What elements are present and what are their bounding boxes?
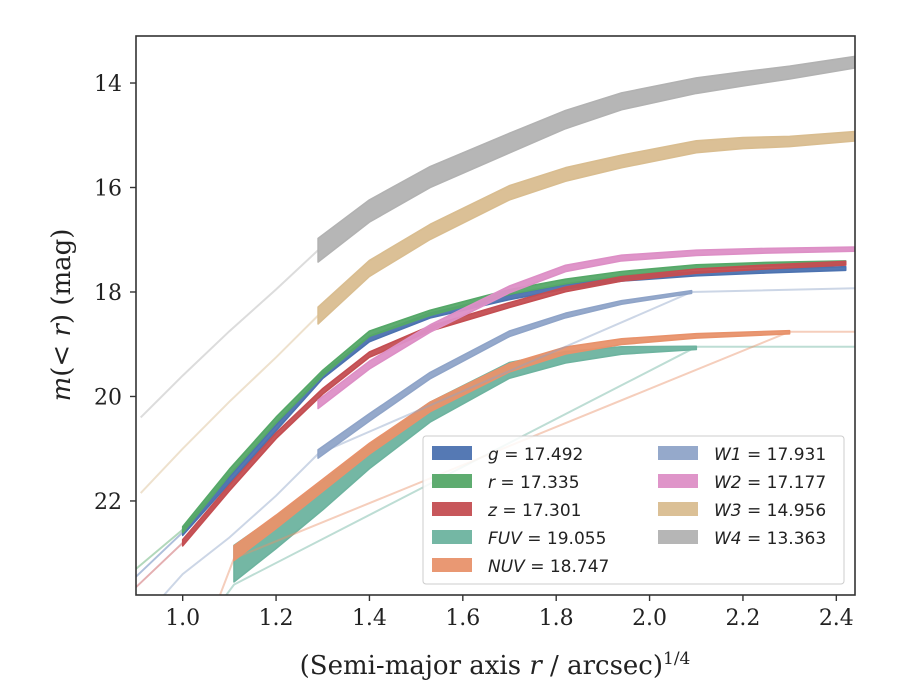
legend-swatch-w1	[658, 446, 698, 460]
legend-label-w1: W1 = 17.931	[714, 445, 826, 465]
legend-swatch-z	[432, 502, 472, 516]
legend-swatch-g	[432, 446, 472, 460]
legend-box	[422, 435, 845, 585]
x-tick-label: 1.8	[539, 606, 574, 631]
y-tick-label: 22	[94, 490, 122, 515]
legend-entries: g = 17.492 r = 17.335 z = 17.301 FUV = 19.0…	[432, 445, 826, 577]
fuv-faint-line	[225, 345, 855, 595]
z-band	[181, 260, 847, 547]
legend-swatch-r	[432, 474, 472, 488]
x-tick-label: 1.2	[259, 606, 294, 631]
y-axis-title: m(< r) (mag)	[47, 229, 77, 402]
legend-label-fuv: FUV = 19.055	[488, 529, 606, 549]
legend-label-z: z = 17.301	[487, 501, 581, 521]
y-tick-label: 16	[94, 177, 122, 202]
x-axis-ticks: 1.0 1.2 1.4 1.6 1.8 2.0 2.2 2.4	[165, 595, 854, 631]
nuv-band	[233, 329, 791, 562]
w3-band	[317, 130, 855, 325]
x-tick-label: 1.6	[445, 606, 480, 631]
legend-swatch-nuv	[432, 558, 472, 572]
y-tick-label: 20	[94, 385, 122, 410]
w2-band	[317, 246, 855, 410]
w3-faint-line	[139, 314, 319, 494]
plot-frame	[135, 35, 856, 596]
curve-bands	[136, 55, 855, 595]
x-axis-title: (Semi-major axis r / arcsec)1/4	[300, 649, 691, 681]
w1-band	[317, 289, 693, 459]
x-tick-label: 2.0	[632, 606, 667, 631]
x-tick-label: 1.4	[352, 606, 387, 631]
legend-swatch-w2	[658, 474, 698, 488]
x-tick-label: 1.0	[165, 606, 200, 631]
w4-band	[317, 55, 855, 263]
legend-swatch-w4	[658, 530, 698, 544]
x-tick-label: 2.4	[819, 606, 854, 631]
y-tick-label: 18	[94, 281, 122, 306]
legend: g = 17.492 r = 17.335 z = 17.301 FUV = 19.0…	[422, 435, 845, 585]
y-axis-ticks: 14 16 18 20 22	[94, 72, 136, 515]
legend-label-r: r = 17.335	[488, 473, 580, 493]
x-tick-label: 2.2	[725, 606, 760, 631]
legend-label-w3: W3 = 14.956	[714, 501, 826, 521]
legend-label-nuv: NUV = 18.747	[488, 557, 609, 577]
legend-swatch-fuv	[432, 530, 472, 544]
y-tick-label: 14	[94, 72, 122, 97]
legend-label-g: g = 17.492	[488, 445, 583, 465]
w4-faint-line	[139, 249, 319, 419]
legend-label-w4: W4 = 13.363	[714, 529, 826, 549]
legend-label-w2: W2 = 17.177	[714, 473, 826, 493]
legend-swatch-w3	[658, 502, 698, 516]
